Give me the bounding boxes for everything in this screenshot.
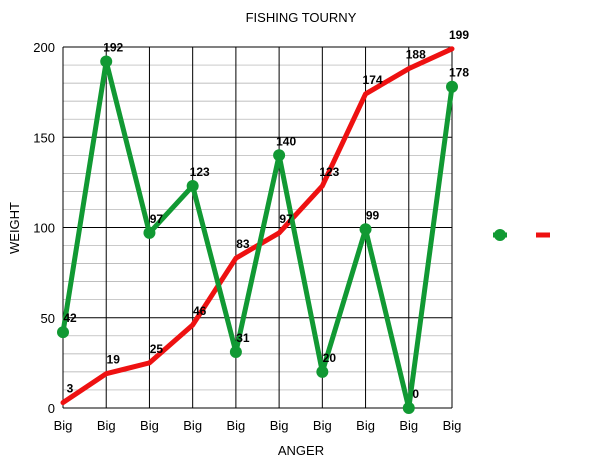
- data-labels: 3 19 25 46 83 97 123 174 188 199 42 192 97 123 31 140 20…: [63, 28, 469, 401]
- data-label: 97: [279, 212, 293, 226]
- data-point: [100, 55, 113, 68]
- legend-swatch-marker: [494, 229, 506, 241]
- x-tick-label: Big: [313, 418, 332, 433]
- data-label: 123: [190, 165, 210, 179]
- x-tick-label: Big: [270, 418, 289, 433]
- data-label: 123: [319, 165, 339, 179]
- data-label: 174: [363, 73, 383, 87]
- y-axis-title: WEIGHT: [7, 202, 22, 254]
- x-tick-label: Big: [356, 418, 375, 433]
- y-tick-labels: 0 50 100 150 200: [33, 40, 55, 416]
- data-label: 97: [150, 212, 164, 226]
- y-tick-label: 200: [33, 40, 55, 55]
- data-label: 42: [63, 311, 77, 325]
- data-point: [273, 149, 286, 162]
- y-tick-label: 100: [33, 221, 55, 236]
- data-label: 19: [107, 353, 121, 367]
- x-tick-labels: Big Big Big Big Big Big Big Big Big Big: [54, 418, 462, 433]
- x-tick-label: Big: [443, 418, 462, 433]
- data-point: [229, 346, 242, 359]
- data-point: [186, 179, 199, 192]
- x-tick-label: Big: [97, 418, 116, 433]
- data-label: 192: [103, 40, 123, 54]
- data-label: 25: [150, 342, 164, 356]
- x-tick-label: Big: [226, 418, 245, 433]
- gridlines: [62, 46, 453, 409]
- data-label: 83: [236, 237, 250, 251]
- y-tick-label: 0: [48, 401, 55, 416]
- data-label: 0: [412, 387, 419, 401]
- data-point: [359, 223, 372, 236]
- data-label: 20: [323, 351, 337, 365]
- x-tick-label: Big: [183, 418, 202, 433]
- y-tick-label: 50: [41, 311, 55, 326]
- data-label: 178: [449, 66, 469, 80]
- series-line-2: [60, 58, 455, 411]
- data-point: [143, 226, 156, 239]
- data-label: 199: [449, 28, 469, 42]
- data-point: [446, 80, 458, 93]
- data-label: 99: [366, 208, 380, 222]
- series-group: [57, 46, 458, 414]
- data-label: 140: [276, 134, 296, 148]
- data-label: 188: [406, 48, 426, 62]
- x-tick-label: Big: [140, 418, 159, 433]
- y-tick-label: 150: [33, 130, 55, 145]
- chart-title: FISHING TOURNY: [246, 10, 357, 25]
- data-label: 46: [193, 304, 207, 318]
- legend: [493, 229, 550, 241]
- x-tick-label: Big: [399, 418, 418, 433]
- x-tick-label: Big: [54, 418, 73, 433]
- data-point: [402, 402, 415, 414]
- data-point: [316, 365, 329, 378]
- data-label: 31: [236, 331, 250, 345]
- data-label: 3: [67, 382, 74, 396]
- x-axis-title: ANGER: [278, 443, 324, 458]
- data-point: [57, 326, 69, 339]
